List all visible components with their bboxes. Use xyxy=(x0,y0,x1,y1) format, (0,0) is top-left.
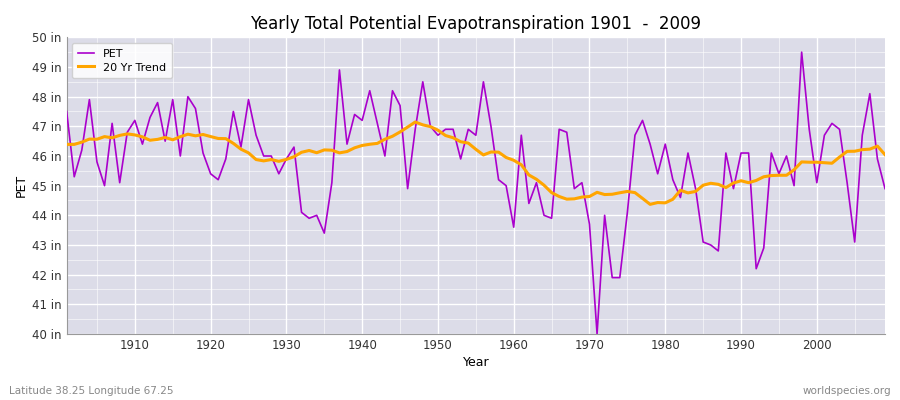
PET xyxy=(607,275,617,280)
PET xyxy=(61,109,72,114)
20 Yr Trend xyxy=(334,150,345,155)
Line: 20 Yr Trend: 20 Yr Trend xyxy=(67,122,885,204)
PET xyxy=(796,50,807,54)
Y-axis label: PET: PET xyxy=(15,174,28,197)
PET xyxy=(334,68,345,72)
Legend: PET, 20 Yr Trend: PET, 20 Yr Trend xyxy=(72,43,172,78)
Text: Latitude 38.25 Longitude 67.25: Latitude 38.25 Longitude 67.25 xyxy=(9,386,174,396)
Text: worldspecies.org: worldspecies.org xyxy=(803,386,891,396)
Title: Yearly Total Potential Evapotranspiration 1901  -  2009: Yearly Total Potential Evapotranspiratio… xyxy=(250,15,701,33)
PET xyxy=(500,183,511,188)
PET xyxy=(122,130,132,135)
20 Yr Trend xyxy=(410,120,420,124)
20 Yr Trend xyxy=(644,202,655,207)
20 Yr Trend xyxy=(122,132,132,136)
20 Yr Trend xyxy=(289,154,300,159)
20 Yr Trend xyxy=(879,152,890,157)
20 Yr Trend xyxy=(516,162,526,167)
PET xyxy=(508,225,519,230)
X-axis label: Year: Year xyxy=(463,356,489,369)
PET xyxy=(289,145,300,150)
PET xyxy=(879,186,890,191)
Line: PET: PET xyxy=(67,52,885,334)
20 Yr Trend xyxy=(508,158,519,163)
20 Yr Trend xyxy=(607,192,617,197)
20 Yr Trend xyxy=(61,142,72,147)
PET xyxy=(591,332,602,336)
